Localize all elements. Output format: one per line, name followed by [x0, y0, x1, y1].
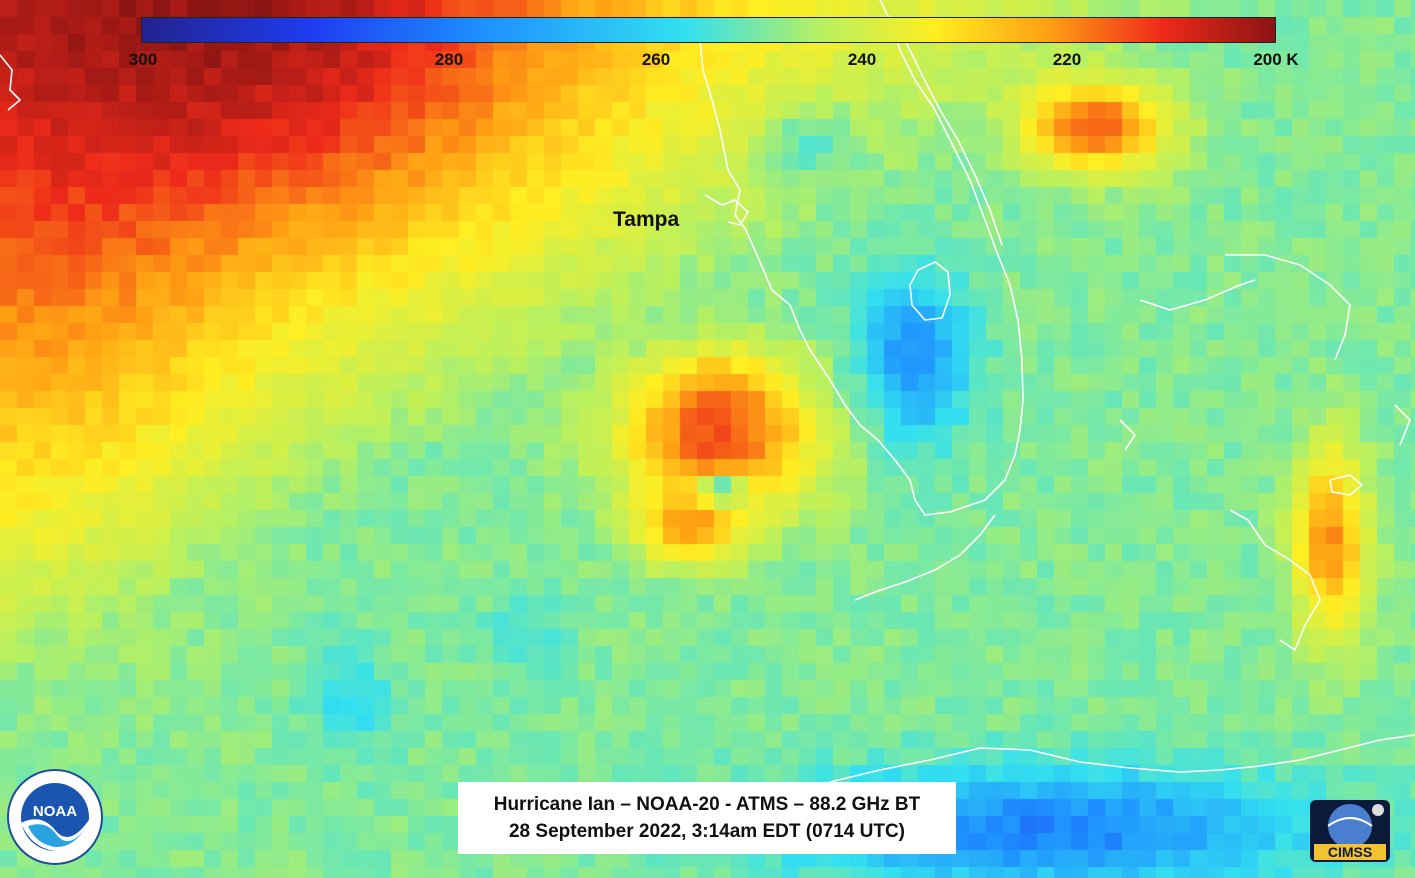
caption-box: Hurricane Ian – NOAA-20 - ATMS – 88.2 GH…	[458, 782, 956, 854]
colorbar-tick-label: 240	[847, 50, 877, 69]
colorbar-tick-label: 300	[128, 50, 158, 69]
cimss-logo: CIMSS	[1310, 800, 1390, 862]
noaa-logo-text: NOAA	[33, 803, 77, 820]
colorbar-tick-label: 260	[641, 50, 671, 69]
city-label-tampa: Tampa	[613, 208, 680, 231]
caption-datetime: 28 September 2022, 3:14am EDT (0714 UTC)	[508, 821, 905, 842]
cimss-logo-text: CIMSS	[1328, 844, 1372, 860]
colorbar	[141, 17, 1276, 43]
colorbar-tick-label: 280	[434, 50, 464, 69]
colorbar-tick-label: 220	[1052, 50, 1082, 69]
noaa-logo: NOAA	[7, 769, 103, 865]
colorbar-tick-label: 200 K	[1253, 50, 1299, 69]
caption-title: Hurricane Ian – NOAA-20 - ATMS – 88.2 GH…	[493, 794, 921, 815]
